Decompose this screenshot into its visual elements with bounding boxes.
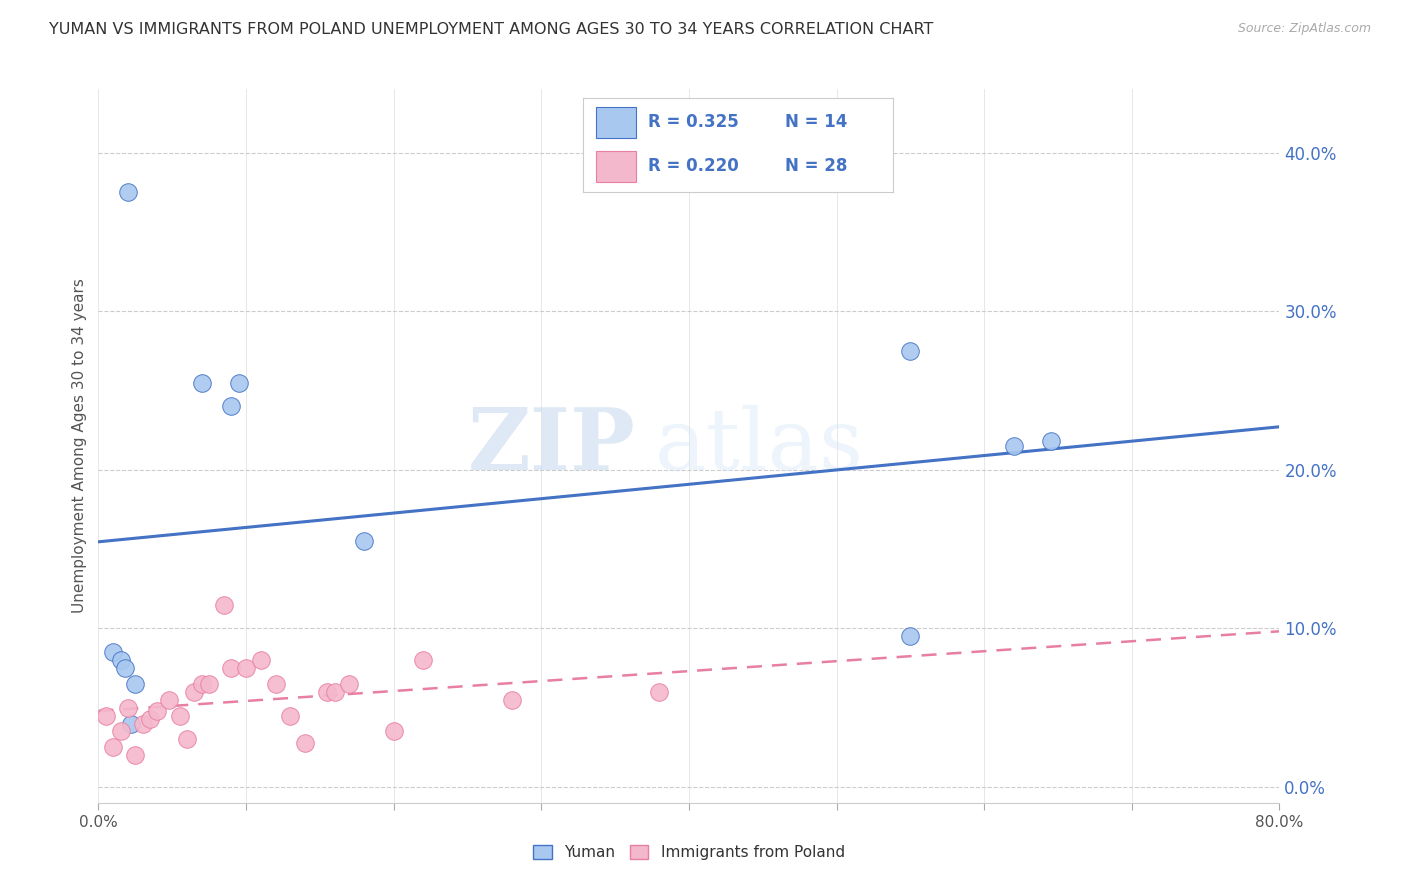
Point — [191, 376, 214, 390]
Point — [1002, 439, 1025, 453]
Point — [280, 708, 302, 723]
Point — [139, 712, 162, 726]
Point — [228, 376, 250, 390]
Point — [648, 685, 671, 699]
Text: atlas: atlas — [655, 404, 865, 488]
Text: N = 28: N = 28 — [785, 158, 846, 176]
Point — [501, 692, 523, 706]
Point — [900, 343, 922, 358]
Point — [124, 677, 146, 691]
Text: Source: ZipAtlas.com: Source: ZipAtlas.com — [1237, 22, 1371, 36]
Point — [221, 661, 243, 675]
Point — [110, 724, 132, 739]
Point — [353, 534, 375, 549]
Text: YUMAN VS IMMIGRANTS FROM POLAND UNEMPLOYMENT AMONG AGES 30 TO 34 YEARS CORRELATI: YUMAN VS IMMIGRANTS FROM POLAND UNEMPLOY… — [49, 22, 934, 37]
Y-axis label: Unemployment Among Ages 30 to 34 years: Unemployment Among Ages 30 to 34 years — [72, 278, 87, 614]
Point — [110, 653, 132, 667]
Text: ZIP: ZIP — [468, 404, 636, 488]
Text: R = 0.325: R = 0.325 — [648, 113, 740, 131]
Point — [221, 400, 243, 414]
Point — [103, 645, 125, 659]
Point — [146, 704, 169, 718]
Point — [114, 661, 136, 675]
Point — [120, 716, 142, 731]
Point — [157, 692, 180, 706]
Point — [382, 724, 405, 739]
Point — [103, 740, 125, 755]
Point — [1039, 434, 1062, 449]
Point — [117, 186, 139, 200]
Point — [198, 677, 221, 691]
Point — [412, 653, 434, 667]
Point — [264, 677, 287, 691]
Bar — [596, 106, 636, 138]
Point — [250, 653, 273, 667]
Point — [169, 708, 191, 723]
Point — [323, 685, 346, 699]
Point — [294, 735, 316, 749]
Point — [339, 677, 361, 691]
Point — [212, 598, 235, 612]
Point — [316, 685, 339, 699]
Point — [900, 629, 922, 643]
Bar — [596, 151, 636, 183]
Point — [117, 700, 139, 714]
Point — [132, 716, 155, 731]
Point — [176, 732, 198, 747]
Legend: Yuman, Immigrants from Poland: Yuman, Immigrants from Poland — [527, 839, 851, 866]
Text: R = 0.220: R = 0.220 — [648, 158, 740, 176]
Point — [124, 748, 146, 763]
Text: N = 14: N = 14 — [785, 113, 846, 131]
Point — [235, 661, 257, 675]
Point — [191, 677, 214, 691]
Point — [94, 708, 117, 723]
Point — [183, 685, 205, 699]
